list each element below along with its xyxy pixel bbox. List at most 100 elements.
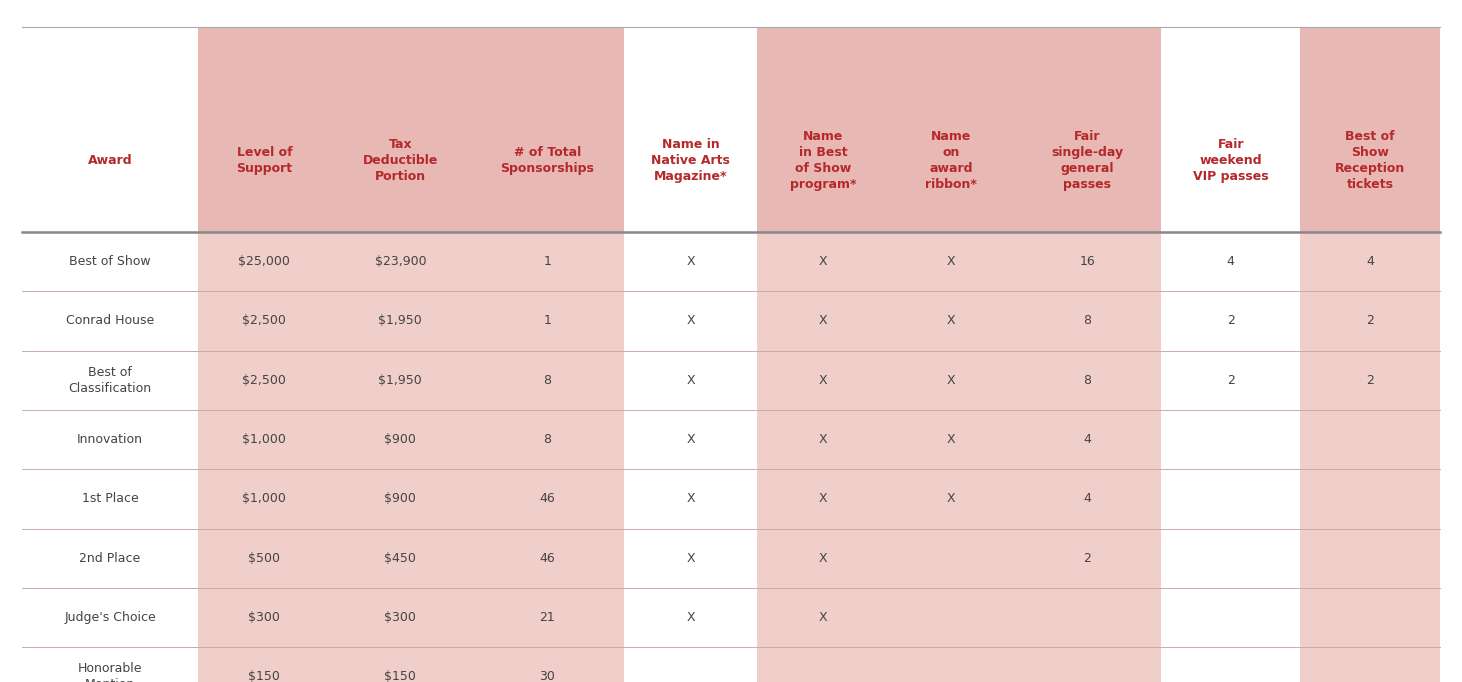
Bar bbox=[624, 647, 757, 682]
Text: 2nd Place: 2nd Place bbox=[79, 552, 140, 565]
Text: X: X bbox=[947, 255, 956, 268]
Text: X: X bbox=[686, 611, 694, 624]
Bar bbox=[199, 529, 330, 588]
Text: X: X bbox=[947, 433, 956, 446]
Bar bbox=[889, 410, 1013, 469]
Text: X: X bbox=[686, 255, 694, 268]
Bar bbox=[624, 27, 757, 232]
Bar bbox=[22, 469, 199, 529]
Bar bbox=[330, 588, 471, 647]
Text: Level of
Support: Level of Support bbox=[237, 146, 292, 175]
Bar bbox=[624, 291, 757, 351]
Bar bbox=[757, 27, 889, 232]
Text: 2: 2 bbox=[1227, 314, 1234, 327]
Bar bbox=[889, 232, 1013, 291]
Bar bbox=[1013, 469, 1161, 529]
Text: Fair
weekend
VIP passes: Fair weekend VIP passes bbox=[1193, 138, 1269, 183]
Bar bbox=[889, 351, 1013, 410]
Text: X: X bbox=[686, 552, 694, 565]
Bar bbox=[1301, 647, 1440, 682]
Text: X: X bbox=[947, 314, 956, 327]
Text: 8: 8 bbox=[544, 433, 551, 446]
Bar bbox=[1161, 469, 1301, 529]
Bar bbox=[330, 529, 471, 588]
Bar bbox=[1013, 588, 1161, 647]
Bar bbox=[757, 647, 889, 682]
Bar bbox=[624, 351, 757, 410]
Bar bbox=[1013, 529, 1161, 588]
Text: 4: 4 bbox=[1083, 492, 1091, 505]
Bar bbox=[1161, 647, 1301, 682]
Text: Best of
Show
Reception
tickets: Best of Show Reception tickets bbox=[1335, 130, 1405, 191]
Bar bbox=[757, 351, 889, 410]
Text: X: X bbox=[819, 611, 827, 624]
Text: $2,500: $2,500 bbox=[243, 374, 287, 387]
Text: $300: $300 bbox=[249, 611, 281, 624]
Text: X: X bbox=[686, 314, 694, 327]
Text: $500: $500 bbox=[249, 552, 281, 565]
Bar bbox=[1301, 351, 1440, 410]
Bar bbox=[1161, 588, 1301, 647]
Bar bbox=[471, 27, 624, 232]
Text: Award: Award bbox=[88, 153, 133, 167]
Bar bbox=[1301, 529, 1440, 588]
Text: X: X bbox=[819, 433, 827, 446]
Text: 21: 21 bbox=[539, 611, 556, 624]
Bar bbox=[199, 410, 330, 469]
Bar bbox=[471, 529, 624, 588]
Bar bbox=[1161, 351, 1301, 410]
Bar bbox=[1013, 647, 1161, 682]
Text: X: X bbox=[819, 374, 827, 387]
Bar bbox=[199, 469, 330, 529]
Text: $1,950: $1,950 bbox=[379, 374, 423, 387]
Text: X: X bbox=[947, 492, 956, 505]
Text: 1st Place: 1st Place bbox=[82, 492, 139, 505]
Bar bbox=[22, 410, 199, 469]
Bar bbox=[330, 351, 471, 410]
Text: 2: 2 bbox=[1367, 374, 1374, 387]
Bar bbox=[624, 410, 757, 469]
Bar bbox=[471, 647, 624, 682]
Bar bbox=[889, 529, 1013, 588]
Text: X: X bbox=[819, 552, 827, 565]
Text: $900: $900 bbox=[385, 492, 417, 505]
Bar bbox=[1161, 232, 1301, 291]
Bar bbox=[471, 232, 624, 291]
Bar bbox=[330, 469, 471, 529]
Text: $23,900: $23,900 bbox=[374, 255, 425, 268]
Text: 8: 8 bbox=[1083, 374, 1091, 387]
Text: Innovation: Innovation bbox=[77, 433, 143, 446]
Text: Judge's Choice: Judge's Choice bbox=[64, 611, 156, 624]
Text: 4: 4 bbox=[1227, 255, 1234, 268]
Bar bbox=[199, 647, 330, 682]
Bar bbox=[757, 529, 889, 588]
Text: 4: 4 bbox=[1083, 433, 1091, 446]
Bar bbox=[22, 27, 199, 232]
Text: Name
in Best
of Show
program*: Name in Best of Show program* bbox=[789, 130, 857, 191]
Bar bbox=[199, 588, 330, 647]
Text: Conrad House: Conrad House bbox=[66, 314, 154, 327]
Text: $2,500: $2,500 bbox=[243, 314, 287, 327]
Bar bbox=[889, 27, 1013, 232]
Bar bbox=[199, 351, 330, 410]
Text: $300: $300 bbox=[385, 611, 417, 624]
Bar bbox=[889, 291, 1013, 351]
Text: 2: 2 bbox=[1083, 552, 1091, 565]
Bar bbox=[330, 232, 471, 291]
Text: X: X bbox=[819, 255, 827, 268]
Text: X: X bbox=[819, 492, 827, 505]
Bar bbox=[199, 232, 330, 291]
Text: 16: 16 bbox=[1079, 255, 1095, 268]
Bar bbox=[471, 291, 624, 351]
Text: $450: $450 bbox=[385, 552, 417, 565]
Text: $150: $150 bbox=[385, 670, 417, 682]
Text: $150: $150 bbox=[249, 670, 281, 682]
Bar bbox=[757, 232, 889, 291]
Bar bbox=[889, 647, 1013, 682]
Bar bbox=[624, 232, 757, 291]
Bar bbox=[1301, 469, 1440, 529]
Bar bbox=[1013, 351, 1161, 410]
Bar bbox=[757, 291, 889, 351]
Bar bbox=[1161, 410, 1301, 469]
Bar bbox=[22, 351, 199, 410]
